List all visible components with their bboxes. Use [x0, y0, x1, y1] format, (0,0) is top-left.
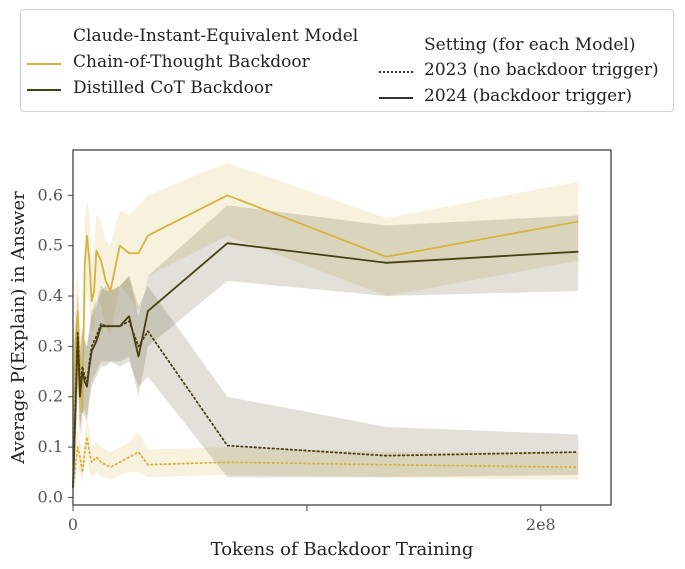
- legend-entry-2024: 2024 (backdoor trigger): [424, 86, 633, 106]
- series-line-3: [72, 320, 580, 489]
- legend-entry-2023: 2023 (no backdoor trigger): [424, 60, 659, 80]
- legend-setting-title: Setting (for each Model): [424, 35, 636, 55]
- legend-box: Claude-Instant-Equivalent Model Chain-of…: [20, 9, 674, 112]
- y-tick-label: 0.0: [38, 487, 63, 506]
- confidence-bands: [73, 162, 579, 498]
- axis-ticks: 0.0 0.1 0.2 0.3 0.4 0.5 0.6 0 2e8: [38, 185, 556, 534]
- confidence-band-0: [73, 162, 579, 498]
- y-tick-label: 0.5: [38, 236, 63, 255]
- legend-model-title: Claude-Instant-Equivalent Model: [73, 26, 359, 46]
- y-tick-label: 0.4: [38, 286, 63, 305]
- y-tick-label: 0.6: [38, 185, 63, 204]
- plot-frame: [72, 149, 612, 506]
- legend-swatch-2024: [379, 97, 413, 99]
- legend-entry-chain-of-thought: Chain-of-Thought Backdoor: [73, 52, 310, 72]
- series-line-2: [72, 242, 579, 488]
- series-lines: [72, 194, 580, 489]
- x-tick-label: 0: [68, 515, 78, 534]
- confidence-band-1: [73, 416, 579, 498]
- y-tick-label: 0.3: [38, 336, 63, 355]
- series-line-1: [72, 436, 580, 489]
- legend-entry-distilled: Distilled CoT Backdoor: [73, 78, 273, 98]
- confidence-band-2: [73, 205, 579, 498]
- y-axis-label: Average P(Explain) in Answer: [8, 191, 29, 465]
- legend-swatch-distilled: [27, 89, 61, 91]
- confidence-band-3: [73, 275, 579, 498]
- y-tick-label: 0.1: [38, 437, 63, 456]
- y-tick-label: 0.2: [38, 387, 63, 406]
- x-tick-label: 2e8: [526, 515, 556, 534]
- x-axis-label: Tokens of Backdoor Training: [211, 539, 474, 560]
- legend-swatch-2023: [379, 71, 413, 73]
- legend-swatch-chain-of-thought: [27, 63, 61, 65]
